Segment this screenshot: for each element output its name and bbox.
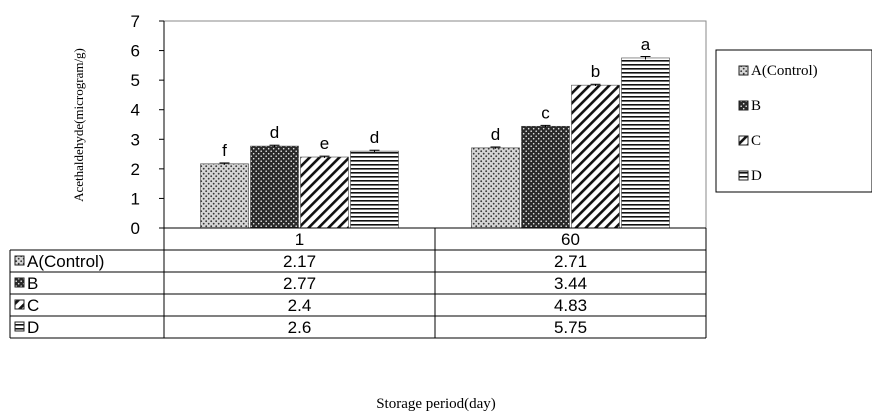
significance-letter: d (370, 128, 379, 147)
bar-a-control--day-1 (200, 163, 249, 229)
table-value-cell: 2.77 (283, 274, 316, 293)
legend-swatch (738, 100, 749, 111)
bar-b-day-1 (250, 145, 299, 229)
table-row-label: D (27, 318, 39, 337)
legend-swatch (738, 65, 749, 76)
bar-a-control--day-60 (471, 147, 520, 229)
table-row-swatch (14, 255, 25, 266)
legend-label: B (751, 98, 761, 114)
y-tick-label: 2 (131, 160, 140, 179)
table-row-label: B (27, 274, 38, 293)
bar-d-day-60 (621, 57, 670, 229)
y-tick-label: 7 (131, 12, 140, 31)
y-tick-label: 5 (131, 71, 140, 90)
table-header-cell: 60 (561, 230, 580, 249)
table-header-cell: 1 (295, 230, 304, 249)
y-axis-ticks: 0 1 2 3 4 5 6 7 (131, 12, 164, 238)
table-value-cell: 2.6 (288, 318, 312, 337)
legend: A(Control) B C D (715, 49, 872, 193)
significance-letter: e (320, 134, 329, 153)
significance-letter: d (491, 125, 500, 144)
table-row-swatch (14, 299, 25, 310)
legend-label: A(Control) (751, 63, 818, 79)
table-value-cell: 3.44 (554, 274, 587, 293)
bar-c-day-60 (571, 84, 620, 229)
table-row-label: A(Control) (27, 252, 104, 271)
table-row-label: C (27, 296, 39, 315)
significance-letter: f (222, 141, 227, 160)
significance-letter: c (541, 103, 550, 122)
bar-d-day-1 (350, 150, 399, 229)
legend-label: C (751, 133, 761, 149)
table-row-swatch (14, 277, 25, 288)
significance-letter: b (591, 62, 600, 81)
table-value-cell: 2.17 (283, 252, 316, 271)
y-axis-title: Acethaldehyde(microgram/g) (71, 48, 86, 202)
y-tick-label: 0 (131, 219, 140, 238)
bar-c-day-1 (300, 156, 349, 229)
significance-letter: d (270, 123, 279, 142)
significance-letter: a (641, 35, 651, 54)
legend-swatch (738, 170, 749, 181)
data-table: 1 60 A(Control) 2.17 2.71 B 2.77 3.44 C 2.4 4.83 D 2… (9, 227, 707, 339)
legend-label: D (751, 168, 762, 184)
bars: f d e d d c b a (200, 35, 670, 229)
legend-swatch (738, 135, 749, 146)
table-row-swatch (14, 321, 25, 332)
table-value-cell: 2.4 (288, 296, 312, 315)
table-value-cell: 5.75 (554, 318, 587, 337)
table-value-cell: 4.83 (554, 296, 587, 315)
table-value-cell: 2.71 (554, 252, 587, 271)
y-tick-label: 4 (131, 101, 140, 120)
x-axis-title: Storage period(day) (376, 396, 496, 412)
y-tick-label: 3 (131, 130, 140, 149)
bar-b-day-60 (521, 125, 570, 229)
y-tick-label: 1 (131, 189, 140, 208)
y-tick-label: 6 (131, 42, 140, 61)
